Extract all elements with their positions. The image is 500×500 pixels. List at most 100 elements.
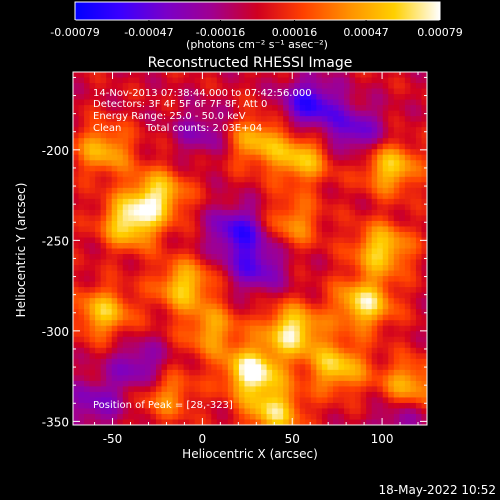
- heatmap-cell: [272, 375, 279, 382]
- heatmap-cell: [299, 358, 306, 365]
- heatmap-cell: [321, 94, 329, 101]
- heatmap-cell: [78, 105, 85, 112]
- axes-ticks: -50 0 50 100-200-250-300-350: [42, 72, 427, 446]
- heatmap-cell: [89, 83, 96, 90]
- heatmap-cell: [305, 171, 312, 178]
- heatmap-cell: [111, 242, 118, 250]
- heatmap-cell: [227, 127, 235, 134]
- heatmap-cell: [194, 419, 201, 425]
- heatmap-cell: [355, 242, 362, 250]
- heatmap-cell: [111, 132, 118, 139]
- heatmap-cell: [415, 220, 423, 228]
- heatmap-cell: [355, 209, 362, 217]
- heatmap-cell: [211, 386, 218, 393]
- heatmap-cell: [266, 336, 273, 343]
- heatmap-cell: [200, 193, 207, 200]
- heatmap-cell: [299, 149, 306, 156]
- heatmap-cell: [393, 254, 400, 261]
- heatmap-cell: [167, 419, 174, 425]
- heatmap-cell: [299, 342, 306, 349]
- heatmap-cell: [122, 292, 129, 299]
- heatmap-cell: [261, 226, 268, 233]
- heatmap-cell: [410, 237, 417, 244]
- heatmap-cell: [233, 358, 240, 365]
- heatmap-cell: [222, 259, 229, 266]
- heatmap-cell: [144, 259, 152, 266]
- heatmap-cell: [355, 176, 362, 183]
- heatmap-cell: [316, 408, 323, 415]
- heatmap-cell: [321, 121, 329, 128]
- heatmap-cell: [404, 72, 412, 79]
- heatmap-cell: [410, 402, 417, 410]
- heatmap-cell: [211, 154, 218, 161]
- heatmap-cell: [310, 77, 317, 84]
- heatmap-cell: [144, 132, 152, 139]
- heatmap-cell: [305, 143, 312, 150]
- heatmap-cell: [150, 402, 157, 410]
- heatmap-cell: [250, 342, 257, 349]
- heatmap-cell: [299, 375, 306, 382]
- heatmap-cell: [321, 375, 329, 382]
- heatmap-cell: [255, 314, 262, 321]
- heatmap-cell: [255, 187, 262, 194]
- heatmap-cell: [321, 187, 329, 194]
- heatmap-cell: [244, 160, 251, 167]
- heatmap-cell: [144, 248, 152, 255]
- heatmap-cell: [100, 342, 107, 349]
- heatmap-cell: [144, 254, 152, 261]
- heatmap-cell: [139, 204, 146, 211]
- heatmap-cell: [244, 276, 251, 283]
- heatmap-cell: [95, 110, 102, 117]
- heatmap-cell: [178, 149, 185, 156]
- heatmap-cell: [415, 325, 423, 332]
- heatmap-cell: [161, 116, 168, 123]
- heatmap-cell: [84, 193, 91, 200]
- heatmap-cell: [84, 364, 91, 371]
- heatmap-cell: [344, 292, 351, 299]
- heatmap-cell: [211, 265, 218, 272]
- heatmap-cell: [150, 105, 157, 112]
- heatmap-cell: [338, 237, 345, 244]
- heatmap-cell: [167, 94, 174, 101]
- heatmap-cell: [244, 121, 251, 128]
- heatmap-cell: [310, 242, 317, 250]
- heatmap-cell: [261, 347, 268, 354]
- heatmap-cell: [161, 342, 168, 349]
- heatmap-cell: [200, 72, 207, 79]
- heatmap-cell: [327, 325, 334, 332]
- heatmap-cell: [244, 83, 251, 90]
- heatmap-cell: [377, 149, 384, 156]
- heatmap-cell: [155, 375, 163, 382]
- heatmap-cell: [327, 105, 334, 112]
- heatmap-cell: [338, 193, 345, 200]
- heatmap-cell: [128, 143, 135, 150]
- heatmap-cell: [178, 287, 185, 294]
- heatmap-cell: [404, 325, 412, 332]
- heatmap-cell: [161, 292, 168, 299]
- heatmap-cell: [250, 248, 257, 255]
- heatmap-cell: [344, 358, 351, 365]
- heatmap-cell: [194, 99, 201, 106]
- heatmap-cell: [144, 220, 152, 228]
- heatmap-cell: [189, 165, 196, 172]
- heatmap-cell: [288, 364, 295, 371]
- heatmap-cell: [233, 270, 240, 277]
- heatmap-cell: [277, 154, 284, 161]
- heatmap-cell: [244, 198, 251, 205]
- heatmap-cell: [216, 176, 223, 183]
- heatmap-cell: [178, 298, 185, 305]
- heatmap-cell: [410, 204, 417, 211]
- heatmap-cell: [277, 397, 284, 404]
- heatmap-cell: [144, 303, 152, 310]
- heatmap-cell: [144, 182, 152, 189]
- heatmap-cell: [261, 143, 268, 150]
- heatmap-cell: [393, 204, 400, 211]
- heatmap-cell: [183, 193, 190, 200]
- heatmap-cell: [233, 276, 240, 283]
- heatmap-cell: [377, 358, 384, 365]
- heatmap-cell: [288, 358, 295, 365]
- heatmap-cell: [244, 254, 251, 261]
- heatmap-cell: [128, 72, 135, 79]
- heatmap-cell: [305, 292, 312, 299]
- heatmap-cell: [194, 358, 201, 365]
